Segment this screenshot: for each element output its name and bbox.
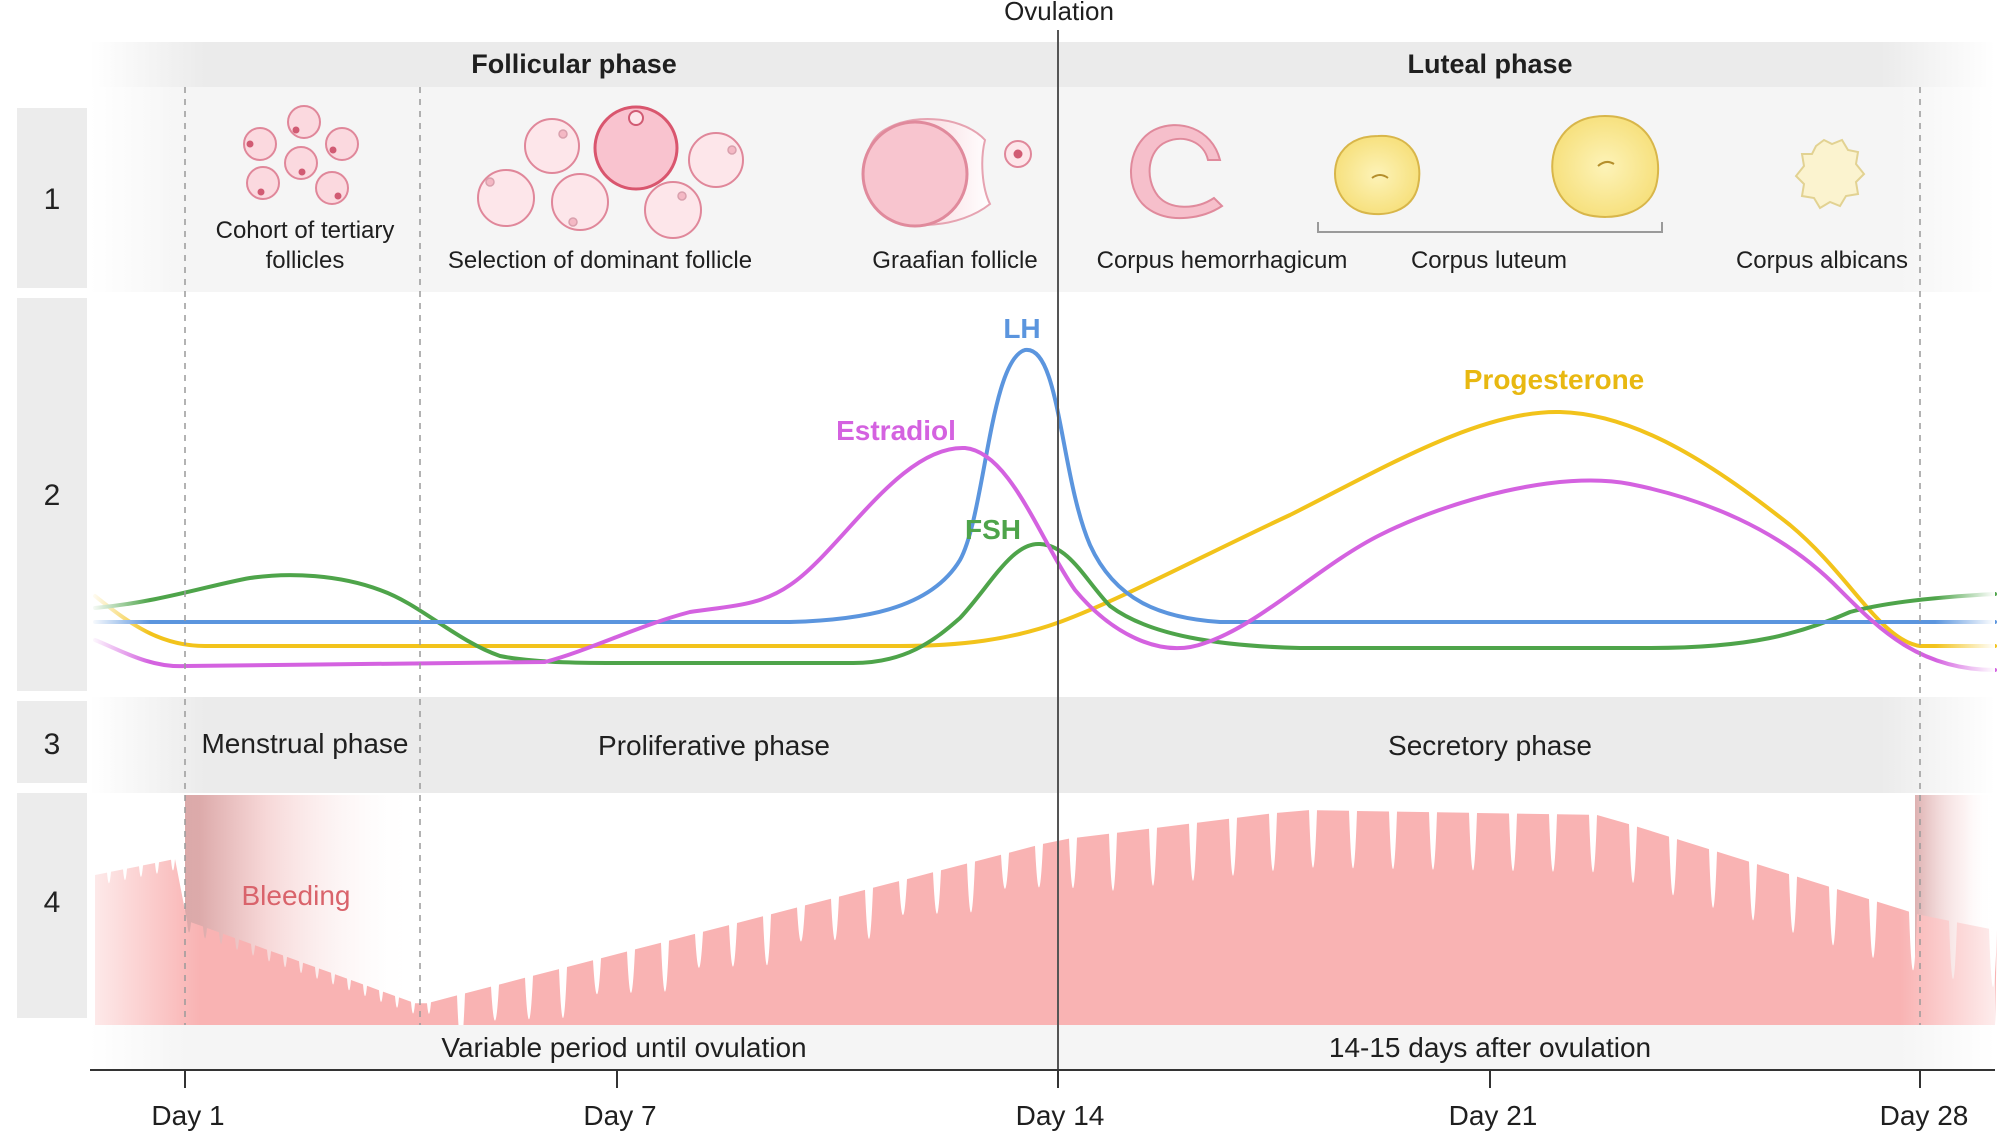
estradiol-label: Estradiol xyxy=(836,415,956,446)
tick-day-21: Day 21 xyxy=(1449,1100,1538,1131)
phase-header-band xyxy=(90,42,1995,87)
corpus-hemorrhagicum-illustration xyxy=(1130,124,1224,220)
duration-band xyxy=(90,1025,1995,1069)
cohort-label-line2: follicles xyxy=(266,247,345,274)
tick-day-14: Day 14 xyxy=(1016,1100,1105,1131)
hemorrhagicum-label: Corpus hemorrhagicum xyxy=(1097,247,1348,274)
row-labels: 1 2 3 4 xyxy=(17,108,87,1018)
hormone-fade-right xyxy=(1935,570,1995,690)
row-4-number: 4 xyxy=(44,886,61,919)
luteal-phase-title: Luteal phase xyxy=(1407,49,1572,79)
albicans-label: Corpus albicans xyxy=(1736,247,1908,274)
endometrium-fade-right xyxy=(1900,795,1995,1025)
graafian-follicle-illustration xyxy=(861,117,1032,228)
progesterone-label: Progesterone xyxy=(1464,364,1645,395)
secretory-phase-label: Secretory phase xyxy=(1388,730,1592,761)
menstrual-phase-label: Menstrual phase xyxy=(201,728,408,759)
fsh-curve xyxy=(93,541,1997,666)
tick-day-1: Day 1 xyxy=(151,1100,224,1131)
row-3-number: 3 xyxy=(44,728,61,761)
row-2-tab xyxy=(17,298,87,691)
lh-curve xyxy=(93,347,1997,624)
hormone-fade-left xyxy=(90,570,150,690)
lh-label: LH xyxy=(1003,313,1040,344)
tick-day-28: Day 28 xyxy=(1880,1100,1969,1131)
endometrium-fade-left xyxy=(90,795,200,1025)
tick-day-7: Day 7 xyxy=(583,1100,656,1131)
fsh-label: FSH xyxy=(965,514,1021,545)
progesterone-curve xyxy=(93,409,1997,648)
follicular-phase-title: Follicular phase xyxy=(471,49,677,79)
endometrium-lining xyxy=(95,810,1997,1045)
proliferative-phase-label: Proliferative phase xyxy=(598,730,830,761)
corpus-albicans-illustration xyxy=(1794,138,1866,210)
tertiary-follicles-illustration xyxy=(243,105,359,205)
day-axis: Day 1 Day 7 Day 14 Day 21 Day 28 xyxy=(90,1069,1995,1131)
dominant-follicle-illustration xyxy=(477,105,744,239)
estradiol-curve xyxy=(93,445,1997,672)
cohort-label-line1: Cohort of tertiary xyxy=(216,217,395,244)
hormone-chart xyxy=(93,347,1997,672)
day-guides xyxy=(184,87,1921,1025)
bleeding-label: Bleeding xyxy=(242,880,351,911)
row-1-tab xyxy=(17,108,87,288)
selection-label: Selection of dominant follicle xyxy=(448,247,752,274)
luteal-duration-label: 14-15 days after ovulation xyxy=(1329,1032,1651,1063)
graafian-label: Graafian follicle xyxy=(872,247,1037,274)
row-2-number: 2 xyxy=(44,479,61,512)
luteum-label: Corpus luteum xyxy=(1411,247,1567,274)
row-3-tab xyxy=(17,701,87,783)
row-1-number: 1 xyxy=(44,183,61,216)
corpus-luteum-illustration xyxy=(1317,114,1663,233)
follicular-duration-label: Variable period until ovulation xyxy=(441,1032,806,1063)
ovarian-row-band xyxy=(90,87,1995,292)
ovulation-label: Ovulation xyxy=(1004,0,1114,26)
row-4-tab xyxy=(17,793,87,1018)
uterine-phase-band xyxy=(90,697,1995,793)
